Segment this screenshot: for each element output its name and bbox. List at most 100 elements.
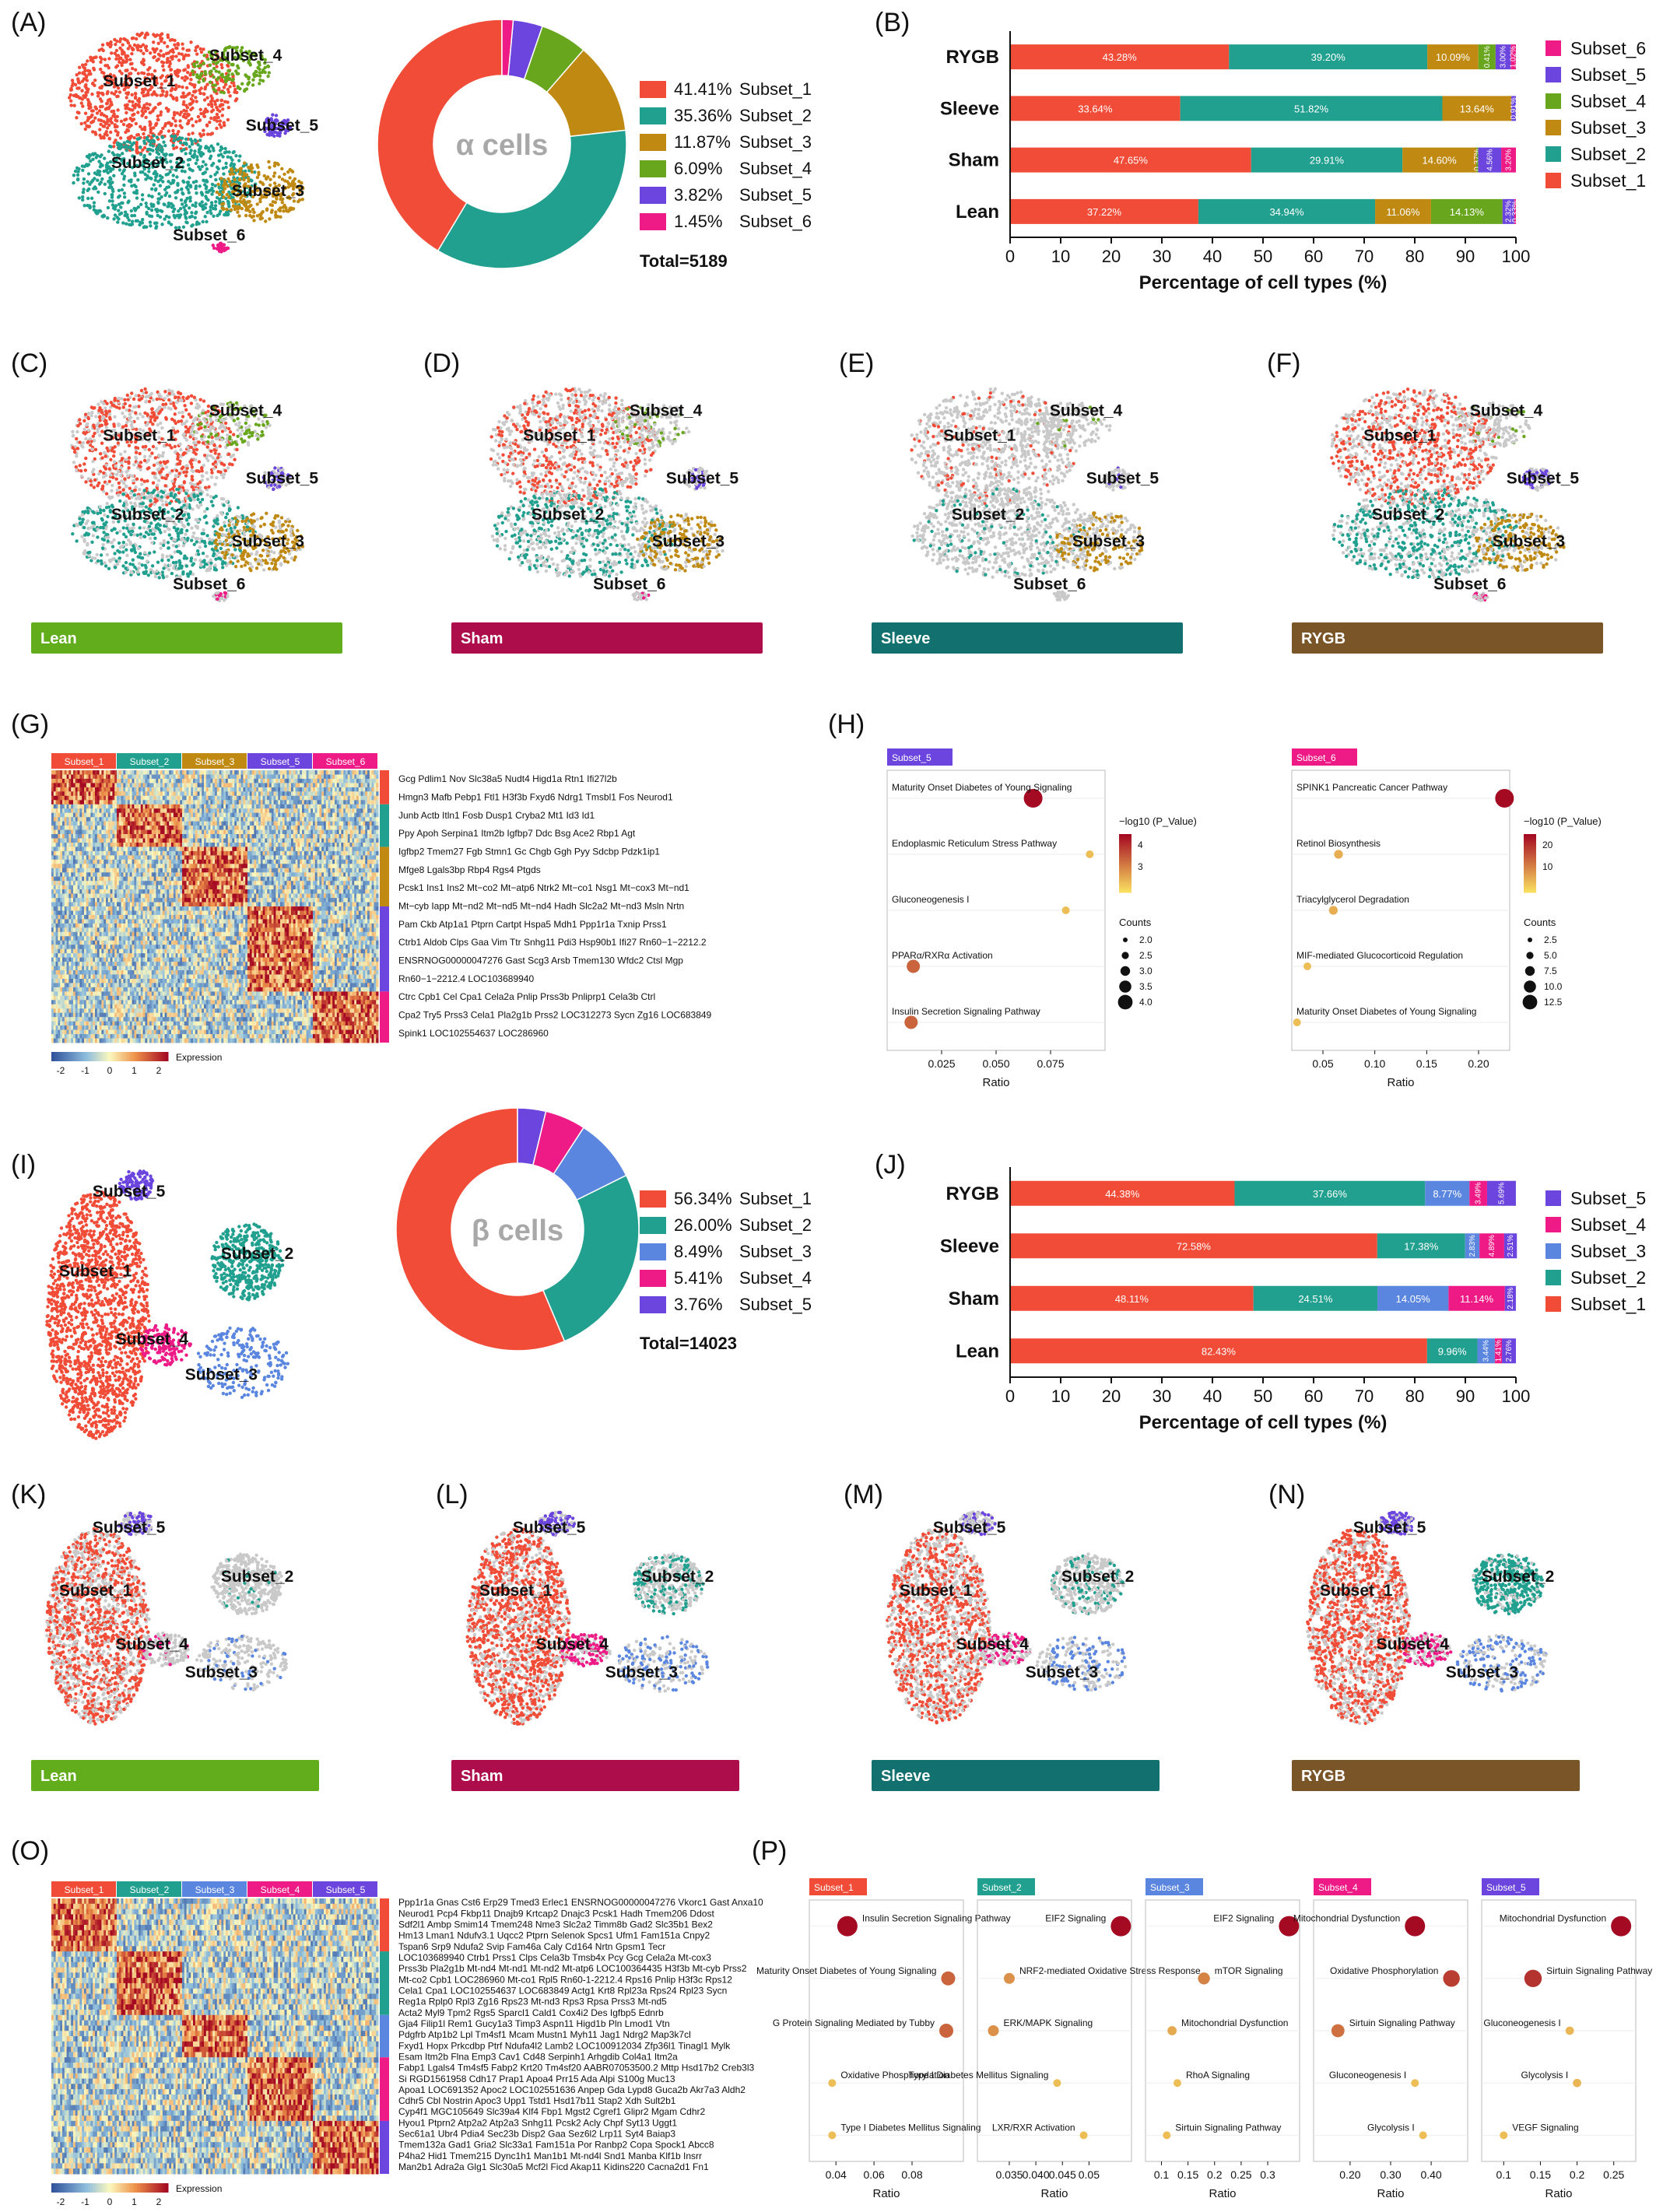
umap-cell-point xyxy=(83,96,86,99)
umap-cell-point xyxy=(106,102,109,105)
umap-cell-point xyxy=(202,92,205,95)
umap-cell-point xyxy=(181,43,184,46)
umap-cell-point xyxy=(106,126,109,129)
umap-cell-point xyxy=(175,145,178,149)
umap-cell-point xyxy=(93,68,96,71)
umap-cell-point xyxy=(144,110,147,113)
panel-letter-b: (B) xyxy=(875,8,910,37)
umap-cell-point xyxy=(152,107,155,110)
umap-cell-point xyxy=(99,68,102,71)
umap-cell-point xyxy=(161,93,164,96)
umap-cell-point xyxy=(189,78,192,81)
umap-cell-point xyxy=(80,122,83,125)
umap-cell-point xyxy=(226,100,229,103)
panel-letter-h: (H) xyxy=(828,710,865,739)
umap-cell-point xyxy=(185,48,188,51)
umap-cell-point xyxy=(91,130,94,133)
panel-letter-i: (I) xyxy=(11,1150,36,1180)
umap-cell-point xyxy=(187,121,190,124)
umap-cell-point xyxy=(131,93,134,96)
umap-cell-point xyxy=(110,110,113,113)
umap-cell-point xyxy=(216,120,219,123)
umap-cell-point xyxy=(110,91,113,94)
umap-cell-point xyxy=(157,58,160,61)
umap-cell-point xyxy=(227,106,230,109)
umap-cell-point xyxy=(144,116,147,119)
umap-cell-point xyxy=(180,126,183,129)
umap-cell-point xyxy=(184,54,187,57)
umap-cell-point xyxy=(162,68,165,72)
panel-letter-g: (G) xyxy=(11,710,49,739)
umap-cell-point xyxy=(84,83,87,86)
umap-cell-point xyxy=(114,43,117,46)
umap-cell-point xyxy=(181,53,184,56)
umap-cell-point xyxy=(171,48,174,51)
umap-cell-point xyxy=(104,58,107,61)
umap-cell-point xyxy=(187,133,190,136)
panel-letter-e: (E) xyxy=(839,349,874,378)
umap-cell-point xyxy=(160,32,163,35)
umap-cell-point xyxy=(75,116,78,119)
umap-cell-point xyxy=(84,91,87,94)
umap-cell-point xyxy=(137,103,140,107)
umap-cell-point xyxy=(69,103,72,107)
umap-cell-point xyxy=(72,104,75,107)
panel-letter-a: (A) xyxy=(11,8,46,37)
umap-cell-point xyxy=(202,129,205,132)
umap-cell-point xyxy=(131,67,134,70)
umap-cell-point xyxy=(133,44,136,47)
umap-cell-point xyxy=(198,89,201,92)
umap-cell-point xyxy=(223,124,226,127)
panel-letter-d: (D) xyxy=(423,349,460,378)
umap-cell-point xyxy=(131,108,134,111)
umap-cell-point xyxy=(116,108,119,111)
umap-cell-point xyxy=(181,92,184,95)
umap-cell-point xyxy=(219,125,223,128)
umap-cell-point xyxy=(76,110,79,114)
umap-cell-point xyxy=(227,90,230,93)
umap-cell-point xyxy=(199,135,202,138)
umap-cell-point xyxy=(127,136,130,139)
umap-cell-point xyxy=(198,118,202,121)
umap-cell-point xyxy=(86,88,89,91)
umap-cell-point xyxy=(171,129,174,132)
umap-cell-point xyxy=(134,92,137,95)
umap-cell-point xyxy=(69,89,72,92)
umap-cell-point xyxy=(198,47,202,51)
umap-cell-point xyxy=(87,107,90,110)
umap-cell-point xyxy=(84,63,87,66)
umap-cell-point xyxy=(118,61,121,64)
umap-cell-point xyxy=(114,65,118,68)
umap-cell-point xyxy=(106,133,109,136)
umap-cell-point xyxy=(131,100,134,103)
umap-cell-point xyxy=(188,82,191,85)
umap-cell-point xyxy=(114,51,117,54)
umap-cell-point xyxy=(195,52,198,55)
umap-cell-point xyxy=(149,124,152,127)
umap-cell-point xyxy=(120,120,123,123)
umap-cell-point xyxy=(75,73,79,76)
umap-cell-point xyxy=(118,90,121,93)
umap-cell-point xyxy=(220,99,223,102)
umap-cell-point xyxy=(149,127,153,130)
umap-cell-point xyxy=(153,34,156,37)
umap-cell-point xyxy=(181,76,184,79)
umap-cell-point xyxy=(83,121,86,124)
umap-cell-point xyxy=(135,37,138,40)
umap-cell-point xyxy=(101,44,104,47)
umap-cell-point xyxy=(119,136,122,139)
umap-cell-point xyxy=(135,149,138,152)
figure-canvas: (A) (B) (C) (D) (E) (F) (G) (H) (I) (J) … xyxy=(0,0,1656,2208)
umap-cell-point xyxy=(113,141,116,144)
umap-cell-point xyxy=(163,41,166,44)
umap-cell-point xyxy=(175,96,178,100)
umap-cell-point xyxy=(146,49,149,52)
umap-cell-point xyxy=(214,103,217,106)
umap-cell-point xyxy=(167,129,170,132)
umap-cell-point xyxy=(76,77,79,80)
umap-cell-point xyxy=(233,88,237,91)
umap-cell-point xyxy=(148,121,151,124)
umap-cell-point xyxy=(229,94,232,97)
umap-cell-point xyxy=(174,119,177,122)
umap-cell-point xyxy=(90,93,93,96)
